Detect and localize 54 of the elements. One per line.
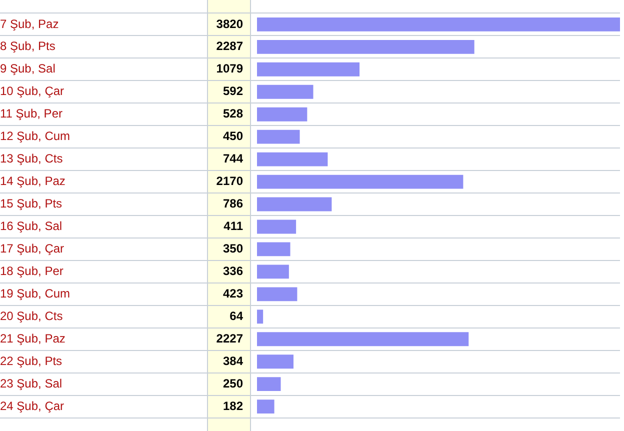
data-label: 3820 bbox=[216, 16, 244, 31]
data-label: 2227 bbox=[216, 331, 244, 346]
bar bbox=[257, 377, 281, 392]
bar bbox=[257, 332, 469, 346]
data-label: 1079 bbox=[216, 62, 244, 76]
bar bbox=[257, 62, 360, 76]
bar bbox=[257, 264, 289, 279]
y-tick-label: 16 Şub, Sal bbox=[0, 219, 62, 234]
bar bbox=[257, 107, 308, 122]
y-tick-label: 17 Şub, Çar bbox=[0, 242, 64, 256]
data-label: 350 bbox=[222, 242, 244, 256]
data-label: 592 bbox=[222, 84, 244, 98]
y-tick-label: 23 Şub, Sal bbox=[0, 376, 62, 390]
bar bbox=[257, 40, 474, 54]
y-tick-label: 13 Şub, Cts bbox=[0, 152, 63, 166]
data-label: 336 bbox=[222, 264, 244, 278]
data-label: 528 bbox=[222, 106, 244, 121]
bar bbox=[257, 220, 296, 234]
bar bbox=[257, 84, 314, 99]
y-tick-label: 10 Şub, Çar bbox=[0, 84, 64, 98]
bar bbox=[257, 174, 464, 189]
y-tick-label: 22 Şub, Pts bbox=[0, 354, 62, 368]
data-label: 182 bbox=[222, 398, 244, 413]
bar bbox=[257, 354, 294, 369]
y-tick-label: 24 Şub, Çar bbox=[0, 398, 64, 413]
data-label: 450 bbox=[222, 129, 244, 144]
y-tick-label: 20 Şub, Cts bbox=[0, 308, 63, 323]
bar bbox=[257, 400, 274, 414]
bar bbox=[257, 130, 300, 144]
bar bbox=[257, 17, 620, 32]
data-label: 411 bbox=[224, 219, 244, 234]
bar bbox=[257, 242, 290, 256]
bar bbox=[257, 152, 328, 166]
y-tick-label: 11 Şub, Per bbox=[0, 106, 62, 121]
y-tick-label: 7 Şub, Paz bbox=[0, 16, 59, 31]
data-label: 423 bbox=[222, 286, 244, 300]
data-label: 2170 bbox=[216, 174, 244, 188]
bar bbox=[257, 310, 264, 324]
bar bbox=[257, 287, 298, 302]
data-label: 64 bbox=[230, 308, 244, 323]
y-tick-label: 15 Şub, Pts bbox=[0, 196, 62, 211]
y-tick-label: 8 Şub, Pts bbox=[0, 39, 56, 54]
data-label: 384 bbox=[222, 354, 244, 368]
data-label: 786 bbox=[222, 196, 244, 211]
y-tick-label: 19 Şub, Cum bbox=[0, 286, 70, 300]
y-tick-label: 18 Şub, Per bbox=[0, 264, 64, 278]
data-label: 2287 bbox=[216, 39, 244, 54]
y-tick-label: 9 Şub, Sal bbox=[0, 62, 56, 76]
y-tick-label: 21 Şub, Paz bbox=[0, 331, 66, 346]
data-label: 744 bbox=[222, 152, 244, 166]
y-tick-label: 14 Şub, Paz bbox=[0, 174, 66, 188]
bar bbox=[257, 197, 332, 212]
y-tick-label: 12 Şub, Cum bbox=[0, 129, 70, 144]
data-label: 250 bbox=[222, 376, 244, 390]
